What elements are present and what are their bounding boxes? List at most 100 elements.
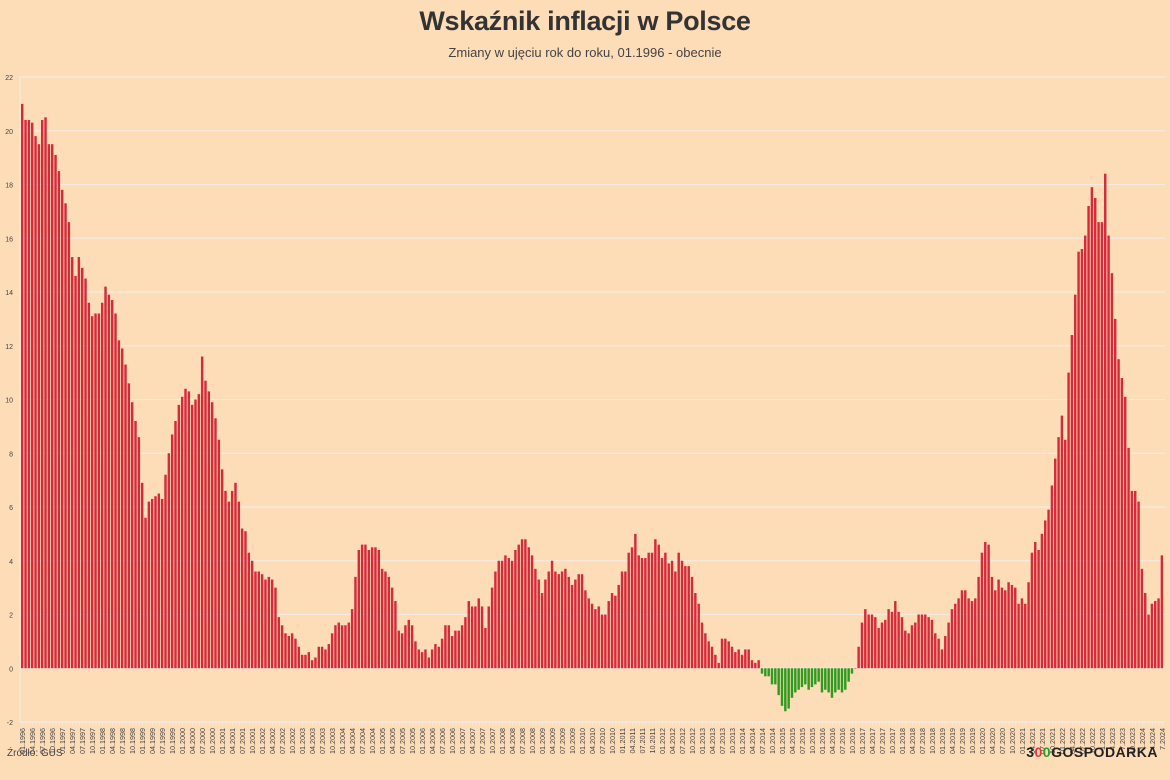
y-tick-label: 6	[9, 505, 13, 512]
bar	[314, 657, 317, 669]
bar	[247, 552, 251, 669]
bar	[350, 609, 354, 669]
bar	[1024, 603, 1027, 669]
bar	[397, 630, 400, 669]
bar	[480, 606, 484, 669]
x-tick-label: 07.2005	[398, 728, 407, 754]
y-tick-label: 0	[9, 666, 13, 673]
bar	[637, 555, 640, 669]
bar	[594, 609, 597, 669]
x-tick-label: 01.2001	[218, 728, 227, 754]
bar	[1060, 415, 1064, 669]
x-tick-label: 4.2024	[1148, 728, 1157, 750]
bar	[720, 638, 724, 669]
bar	[424, 649, 427, 669]
x-tick-label: 10.2001	[248, 728, 257, 754]
bar	[1037, 550, 1040, 669]
bar	[960, 590, 964, 669]
x-tick-label: 07.2015	[798, 728, 807, 754]
y-tick-label: 20	[5, 129, 13, 136]
x-tick-label: 01.2007	[458, 728, 467, 754]
bar	[390, 587, 394, 669]
bar	[764, 668, 767, 677]
bar	[147, 501, 151, 669]
x-tick-label: 04.2008	[508, 728, 517, 754]
bar	[837, 668, 840, 690]
x-tick-label: 10.1997	[88, 728, 97, 754]
bar	[900, 617, 904, 669]
bar	[177, 404, 181, 669]
bar	[267, 576, 271, 669]
bar	[987, 544, 990, 669]
bar	[574, 579, 577, 669]
x-tick-label: 10.2002	[288, 728, 297, 754]
bar	[984, 541, 987, 669]
x-tick-label: 1.2024	[1138, 728, 1147, 750]
y-tick-label: 8	[9, 451, 13, 458]
bar	[440, 638, 444, 669]
bar	[297, 646, 301, 669]
x-tick-label: 04.1999	[148, 728, 157, 754]
bar	[377, 550, 380, 669]
bar	[244, 531, 247, 669]
y-tick-label: 18	[5, 183, 13, 190]
bar	[1064, 439, 1067, 669]
bar	[717, 662, 720, 669]
x-tick-label: 10.2009	[568, 728, 577, 754]
bar	[604, 614, 607, 669]
x-tick-label: 04.2016	[828, 728, 837, 754]
bar	[617, 584, 620, 669]
bar	[684, 566, 687, 669]
bar	[200, 356, 204, 669]
bar	[694, 593, 697, 669]
bar	[697, 603, 700, 669]
x-tick-label: 07.2004	[358, 728, 367, 754]
bar	[524, 539, 527, 669]
bar	[447, 625, 450, 669]
bar	[687, 566, 690, 669]
bar	[970, 601, 974, 669]
bar	[500, 560, 504, 669]
x-tick-label: 01.2022	[1058, 728, 1067, 754]
bar	[937, 638, 940, 669]
x-tick-label: 10.2013	[728, 728, 737, 754]
bar	[430, 649, 434, 669]
x-tick-label: 04.2022	[1068, 728, 1077, 754]
bar	[777, 668, 780, 696]
x-tick-label: 01.2021	[1018, 728, 1027, 754]
bar	[557, 574, 560, 669]
bar	[700, 622, 704, 669]
bar	[40, 120, 44, 669]
bar	[230, 490, 234, 669]
bar	[37, 144, 41, 669]
bar	[784, 668, 787, 712]
x-tick-label: 10.2006	[448, 728, 457, 754]
bar	[317, 646, 321, 669]
bar	[490, 587, 494, 669]
bar	[210, 402, 214, 669]
bar	[800, 668, 804, 688]
bar	[854, 668, 857, 669]
bar	[870, 614, 874, 669]
bar	[184, 388, 187, 669]
bar	[337, 622, 341, 669]
x-tick-label: 01.2010	[578, 728, 587, 754]
bar	[334, 625, 337, 669]
bar	[677, 552, 680, 669]
brand-logo: 300GOSPODARKA	[1026, 744, 1158, 760]
x-tick-label: 01.2000	[178, 728, 187, 754]
bar	[187, 391, 191, 669]
bar	[354, 576, 357, 669]
bar	[470, 606, 474, 669]
bar	[330, 633, 334, 669]
bar	[510, 560, 514, 669]
x-tick-label: 07.2001	[238, 728, 247, 754]
bar	[97, 313, 101, 669]
x-tick-label: 10.1998	[128, 728, 137, 754]
bar	[1117, 359, 1120, 669]
bar	[670, 560, 674, 669]
x-tick-label: 04.2007	[468, 728, 477, 754]
bar	[274, 587, 277, 669]
bar	[74, 275, 77, 669]
bar	[100, 302, 104, 669]
